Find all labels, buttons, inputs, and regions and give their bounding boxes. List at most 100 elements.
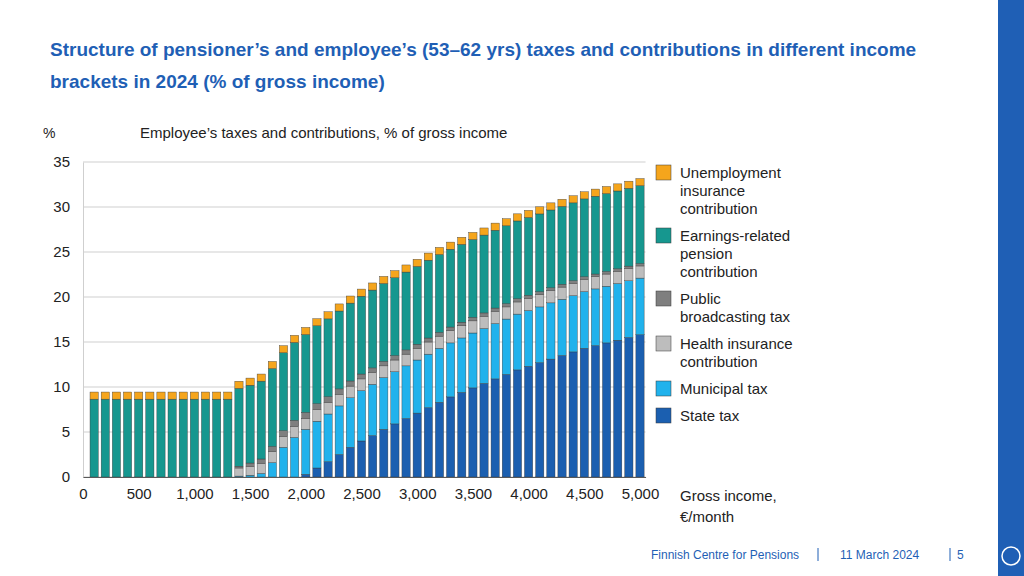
- bar-segment: [357, 374, 365, 379]
- bar-segment: [636, 264, 644, 266]
- bar-segment: [313, 421, 321, 468]
- bar-segment: [257, 459, 265, 464]
- bar-segment: [547, 291, 555, 303]
- y-tick-label: 5: [62, 423, 70, 440]
- bar-segment: [636, 266, 644, 278]
- bar-segment: [424, 253, 432, 260]
- bar-segment: [179, 392, 187, 399]
- bar-segment: [402, 354, 410, 366]
- bar-segment: [279, 437, 287, 448]
- bar-segment: [268, 452, 276, 463]
- bar-segment: [357, 289, 365, 296]
- y-tick: 10: [53, 378, 83, 395]
- bar-segment: [246, 466, 254, 475]
- bar-segment: [324, 402, 332, 414]
- bar-segment: [190, 392, 198, 399]
- bar-segment: [580, 199, 588, 277]
- bar-segment: [168, 399, 176, 477]
- bar-segment: [547, 203, 555, 210]
- bar-segment: [547, 210, 555, 288]
- x-tick: 0: [79, 477, 87, 502]
- bar-segment: [513, 314, 521, 370]
- legend-item: Publicbroadcasting tax: [656, 290, 791, 325]
- bar-segment: [346, 381, 354, 386]
- bar-segment: [357, 379, 365, 391]
- bar-segment: [435, 332, 443, 336]
- bar-segment: [369, 436, 377, 477]
- bar-segment: [524, 217, 532, 295]
- bar-segment: [391, 356, 399, 360]
- bar-segment: [580, 279, 588, 291]
- bar-segment: [201, 399, 209, 477]
- bar-segment: [413, 348, 421, 360]
- bar-segment: [502, 307, 510, 319]
- bar-segment: [313, 404, 321, 410]
- bar-segment: [380, 378, 388, 430]
- legend-swatch: [656, 165, 671, 180]
- bar-segment: [625, 281, 633, 338]
- x-tick-label: 1,500: [232, 485, 270, 502]
- bar-segment: [90, 392, 98, 399]
- bar-segment: [536, 363, 544, 477]
- series: [90, 179, 644, 400]
- bar-segment: [291, 437, 299, 477]
- bar-segment: [424, 408, 432, 477]
- subtitle: Employee’s taxes and contributions, % of…: [140, 124, 507, 141]
- x-tick: 1,000: [176, 477, 214, 502]
- bar-segment: [591, 189, 599, 196]
- bar-segment: [569, 284, 577, 296]
- bar-segment: [313, 468, 321, 477]
- bar-segment: [502, 374, 510, 477]
- bar-segment: [424, 354, 432, 408]
- bar-segment: [369, 373, 377, 385]
- bar-segment: [458, 237, 466, 244]
- x-tick: 5,000: [622, 477, 660, 502]
- bar-segment: [391, 360, 399, 372]
- legend-item: Municipal tax: [656, 380, 768, 397]
- bar-segment: [346, 303, 354, 381]
- bar-segment: [179, 399, 187, 477]
- text-line: Gross income,: [680, 487, 777, 504]
- y-tick: 5: [62, 423, 83, 440]
- bar-segment: [636, 335, 644, 477]
- bar-segment: [446, 327, 454, 331]
- grid-line: [83, 162, 646, 163]
- bar-segment: [413, 259, 421, 266]
- bar-segment: [614, 269, 622, 272]
- bar-segment: [224, 392, 232, 399]
- bar-segment: [324, 319, 332, 397]
- x-tick-label: 2,500: [343, 485, 381, 502]
- text-line: contribution: [680, 263, 758, 280]
- bar-segment: [625, 181, 633, 188]
- bar-segment: [201, 392, 209, 399]
- legend-label: Unemploymentinsurancecontribution: [680, 164, 782, 217]
- y-tick: 25: [53, 243, 83, 260]
- bar-segment: [413, 344, 421, 348]
- bar-segment: [279, 431, 287, 437]
- bar-segment: [569, 281, 577, 284]
- bar-segment: [123, 392, 131, 399]
- text-line: brackets in 2024 (% of gross income): [50, 71, 385, 92]
- bar-segment: [591, 346, 599, 477]
- bar-segment: [402, 265, 410, 272]
- bar-segment: [213, 392, 221, 399]
- legend-swatch: [656, 408, 671, 423]
- y-tick-label: 15: [53, 333, 70, 350]
- bar-segment: [291, 427, 299, 438]
- bar-segment: [458, 392, 466, 477]
- bar-segment: [591, 289, 599, 346]
- bar-segment: [469, 321, 477, 333]
- bar-segment: [302, 327, 310, 334]
- bar-segment: [335, 311, 343, 389]
- bar-segment: [469, 388, 477, 477]
- bar-segment: [458, 338, 466, 392]
- x-tick-label: 1,000: [176, 485, 214, 502]
- bar-segment: [146, 392, 154, 399]
- bar-segment: [268, 369, 276, 447]
- bar-segment: [502, 304, 510, 307]
- bar-segment: [469, 317, 477, 321]
- footer-date: 11 March 2024: [840, 548, 919, 562]
- logo: [1002, 547, 1020, 565]
- footer-separator: [818, 548, 819, 561]
- bar-segment: [324, 312, 332, 319]
